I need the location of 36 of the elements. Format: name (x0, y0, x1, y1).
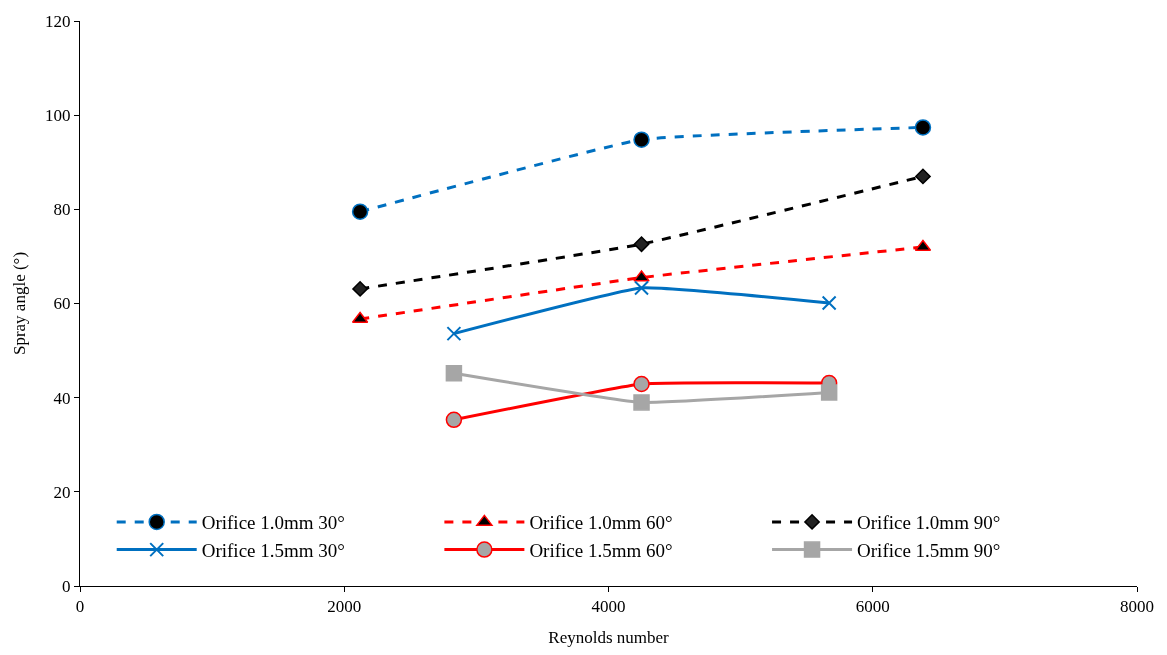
point (633, 394, 650, 411)
point (634, 280, 650, 296)
x-axis-title: Reynolds number (548, 627, 670, 647)
point (820, 384, 838, 401)
legend-label: Orifice 1.0mm 90° (857, 512, 1001, 534)
y-tick-label: 120 (45, 11, 71, 31)
y-tick-label: 100 (45, 106, 71, 126)
point (633, 375, 650, 393)
legend-label: Orifice 1.0mm 60° (529, 512, 673, 534)
point (633, 236, 650, 253)
point (351, 311, 369, 324)
x-tick-label: 6000 (855, 597, 890, 617)
point (915, 168, 931, 185)
point (821, 295, 837, 311)
y-tick-label: 0 (62, 576, 71, 596)
x-tick-label: 8000 (1120, 597, 1154, 617)
point (351, 203, 369, 220)
legend-label: Orifice 1.0mm 30° (201, 512, 345, 534)
y-axis-title: Spray angle (°) (9, 251, 29, 356)
x-tick-label: 4000 (591, 597, 626, 617)
y-tick-label: 20 (53, 482, 71, 502)
point (914, 119, 932, 136)
point (445, 411, 463, 429)
point (633, 131, 650, 148)
x-tick-label: 2000 (327, 597, 362, 617)
legend-label: Orifice 1.5mm 60° (529, 540, 673, 562)
point (445, 364, 463, 382)
legend-label: Orifice 1.5mm 90° (857, 540, 1001, 562)
point (633, 270, 650, 282)
point (352, 281, 368, 297)
y-tick-label: 80 (53, 200, 71, 220)
x-tick-label: 0 (75, 597, 85, 617)
y-tick-label: 40 (53, 388, 71, 408)
legend-label: Orifice 1.5mm 30° (201, 540, 345, 562)
point (446, 326, 462, 342)
y-tick-label: 60 (53, 294, 71, 314)
